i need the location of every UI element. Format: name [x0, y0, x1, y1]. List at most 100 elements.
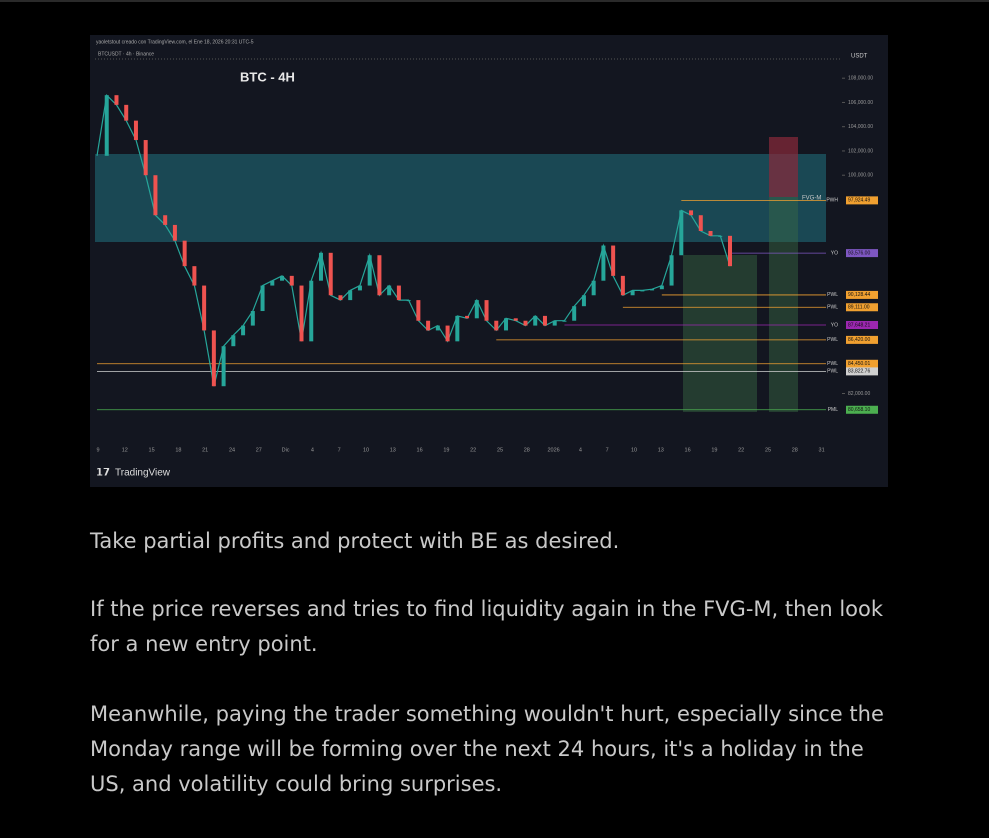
price-box [846, 196, 878, 205]
x-tick-label: 27 [256, 447, 262, 453]
candle [523, 320, 528, 326]
candle [357, 285, 362, 291]
x-tick-label: 22 [470, 447, 476, 453]
candle [650, 289, 655, 291]
x-tick-label: 7 [338, 447, 341, 453]
candle [426, 320, 431, 331]
candle [435, 325, 440, 331]
x-tick-label: 10 [631, 447, 637, 453]
price-box [846, 405, 878, 414]
candle [698, 215, 703, 231]
target-box [769, 197, 798, 412]
x-tick-label: 16 [685, 447, 691, 453]
candle [124, 104, 129, 121]
price-box [846, 320, 878, 329]
price-box [846, 249, 878, 258]
price-label: 86,420.00 [848, 337, 870, 343]
price-label: 83,822.76 [848, 369, 870, 375]
price-label: 93,576.00 [848, 250, 870, 256]
candle [718, 235, 723, 237]
candle [474, 300, 479, 319]
level-tag: PWL [827, 305, 838, 311]
symbol: BTCUSDT · 4h · Binance [98, 51, 154, 57]
x-tick-label: 24 [229, 447, 235, 453]
x-tick-label: 31 [819, 447, 825, 453]
candle [484, 300, 489, 321]
credit: yaoletstout creado con TradingView.com, … [96, 39, 254, 45]
level-tag: PML [828, 407, 839, 413]
candle [348, 290, 353, 301]
candle [494, 320, 499, 331]
price-label: 97,924.49 [848, 198, 870, 204]
candle [163, 215, 168, 225]
candle [387, 285, 392, 296]
x-tick-label: 25 [497, 447, 503, 453]
candle [445, 325, 450, 342]
candle [455, 315, 460, 342]
candle [270, 280, 275, 286]
price-label: 84,450.01 [848, 361, 870, 367]
candle [728, 235, 732, 267]
candle [153, 175, 158, 216]
chart-title: BTC - 4H [240, 69, 295, 84]
candle [513, 318, 518, 321]
x-tick-label: 10 [363, 447, 369, 453]
price-box [846, 290, 878, 299]
candle [659, 285, 664, 290]
x-tick-label: 18 [175, 447, 181, 453]
x-tick-label: 9 [96, 447, 99, 453]
x-tick-label: 19 [443, 447, 449, 453]
candle [104, 95, 109, 156]
zone-label: FVG-M [802, 196, 821, 202]
x-tick-label: 4 [579, 447, 582, 453]
y-tick-label: 104,000.00 [848, 124, 873, 130]
candle [172, 224, 177, 241]
level-tag: YO [831, 250, 838, 256]
candle [299, 285, 304, 342]
candle [679, 210, 684, 256]
x-tick-label: 15 [149, 447, 155, 453]
candle [114, 95, 119, 105]
candle [318, 252, 323, 281]
candle [338, 295, 343, 301]
price-label: 90,128.44 [848, 292, 870, 298]
x-tick-label: Dic [282, 447, 290, 453]
candle [640, 290, 645, 292]
candle [280, 275, 285, 281]
brand: TradingView [115, 468, 171, 479]
price-label: 89,111.00 [848, 305, 870, 311]
y-tick-label: 82,000.00 [848, 391, 870, 397]
level-tag: PWL [827, 337, 838, 343]
x-tick-label: 25 [765, 447, 771, 453]
x-tick-label: 13 [390, 447, 396, 453]
x-tick-label: 19 [711, 447, 717, 453]
x-tick-label: 7 [606, 447, 609, 453]
price-label: 80,658.10 [848, 407, 870, 413]
stop-box [769, 137, 798, 197]
candle [202, 285, 207, 331]
x-tick-label: 28 [524, 447, 530, 453]
candle [542, 315, 547, 326]
candle [260, 285, 265, 312]
candle [133, 120, 138, 141]
candle [221, 346, 226, 387]
x-tick-label: 22 [738, 447, 744, 453]
fvg-zone [95, 154, 826, 242]
candle [143, 140, 148, 176]
price-box [846, 367, 878, 376]
price-box [846, 335, 878, 344]
candle [465, 315, 470, 319]
x-tick-label: 16 [417, 447, 423, 453]
x-tick-label: 21 [202, 447, 208, 453]
candle [708, 230, 713, 236]
candle [601, 245, 606, 281]
price-box [846, 303, 878, 312]
candle [192, 266, 197, 286]
candle [591, 280, 596, 296]
candle [611, 245, 616, 276]
candle [504, 318, 509, 331]
brand-logo: 𝟭𝟳 [96, 468, 110, 479]
long-box [683, 255, 757, 412]
candle [309, 280, 314, 342]
